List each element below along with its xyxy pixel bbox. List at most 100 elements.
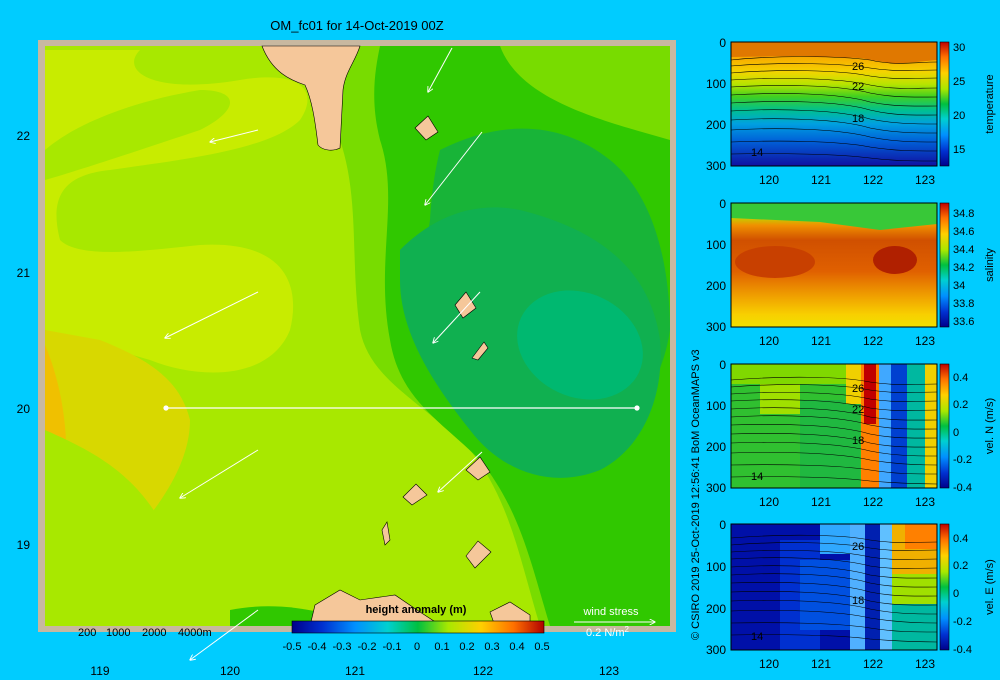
depth-contour-legend: 200 1000 2000 4000m — [78, 627, 212, 639]
isotherms — [731, 534, 937, 643]
colorbar-tick: 15 — [953, 144, 965, 156]
isotherm-labels: 26 18 14 — [751, 541, 864, 643]
section-x-tick: 121 — [811, 657, 831, 671]
colorbar-tick: 30 — [953, 42, 965, 54]
isotherms — [731, 376, 937, 485]
section-x-tick: 123 — [915, 334, 935, 348]
contour-label: 14 — [751, 471, 763, 483]
contour-label: 14 — [751, 147, 763, 159]
vel-n-section: 26 22 18 14 0 100 200 300 120 121 122 12… — [706, 358, 996, 509]
section-x-tick: 121 — [811, 173, 831, 187]
section-x-tick: 120 — [759, 657, 779, 671]
contour-label: 14 — [751, 631, 763, 643]
section-colorbar — [939, 523, 950, 651]
section-y-tick: 200 — [706, 440, 726, 454]
map-x-tick: 122 — [473, 664, 493, 678]
section-y-tick: 0 — [719, 36, 726, 50]
island — [465, 456, 491, 481]
wind-vector — [165, 291, 259, 338]
section-y-tick: 100 — [706, 560, 726, 574]
map-title: OM_fc01 for 14-Oct-2019 00Z — [270, 18, 443, 33]
wind-stress-scale-text: 0.2 N/m2 — [586, 625, 630, 639]
section-x-tick: 123 — [915, 495, 935, 509]
colorbar-tick: -0.2 — [953, 454, 972, 466]
colorbar-tick: 0.4 — [509, 641, 524, 653]
map-y-tick: 20 — [17, 402, 31, 416]
contour-label: 22 — [852, 404, 864, 416]
colorbar-tick: 34 — [953, 280, 965, 292]
section-variable-label: vel. N (m/s) — [984, 398, 996, 454]
section-colorbar — [939, 202, 950, 328]
colorbar-tick: 20 — [953, 110, 965, 122]
colorbar-gradient — [291, 620, 545, 634]
section-y-tick: 100 — [706, 238, 726, 252]
colorbar-tick: 34.2 — [953, 262, 974, 274]
map-x-tick: 123 — [599, 664, 619, 678]
colorbar-tick: 0.2 — [953, 560, 968, 572]
section-x-tick: 120 — [759, 334, 779, 348]
island — [465, 540, 492, 569]
wind-vector — [428, 47, 453, 92]
section-y-tick: 0 — [719, 197, 726, 211]
colorbar-tick: -0.2 — [953, 616, 972, 628]
section-y-tick: 100 — [706, 77, 726, 91]
colorbar-tick: -0.4 — [953, 482, 972, 494]
contour-label: 26 — [852, 383, 864, 395]
isotherm-labels: 26 22 18 14 — [751, 61, 864, 159]
colorbar-tick: 0.2 — [459, 641, 474, 653]
section-x-tick: 123 — [915, 173, 935, 187]
contour-label: 18 — [852, 435, 864, 447]
section-y-tick: 200 — [706, 602, 726, 616]
section-x-tick: 120 — [759, 173, 779, 187]
wind-stress-vectors — [165, 47, 655, 660]
section-y-tick: 200 — [706, 279, 726, 293]
section-variable-label: vel. E (m/s) — [984, 559, 996, 615]
island — [471, 341, 489, 361]
wind-vector — [438, 451, 483, 492]
section-colorbar — [939, 41, 950, 167]
colorbar-tick: -0.1 — [383, 641, 402, 653]
map-y-tick: 19 — [17, 538, 31, 552]
section-x-tick: 120 — [759, 495, 779, 509]
section-colorbar — [939, 363, 950, 489]
section-y-tick: 300 — [706, 159, 726, 173]
depth-label: 200 — [78, 627, 96, 639]
colorbar-tick: -0.3 — [333, 641, 352, 653]
colorbar-tick: 0.5 — [534, 641, 549, 653]
colorbar-tick: -0.2 — [358, 641, 377, 653]
colorbar-title: height anomaly (m) — [366, 604, 467, 616]
contour-label: 18 — [852, 113, 864, 125]
colorbar-tick: -0.4 — [308, 641, 327, 653]
vel-e-section: 26 18 14 0 100 200 300 120 121 122 123 0… — [706, 518, 996, 671]
colorbar-tick: 34.8 — [953, 208, 974, 220]
island — [414, 115, 439, 141]
colorbar-tick: 0.3 — [484, 641, 499, 653]
colorbar-tick: 25 — [953, 76, 965, 88]
wind-vector — [425, 131, 483, 205]
height-anomaly-field — [45, 46, 670, 626]
section-y-tick: 300 — [706, 320, 726, 334]
colorbar-tick: 0.1 — [434, 641, 449, 653]
depth-label: 2000 — [142, 627, 166, 639]
section-y-tick: 100 — [706, 399, 726, 413]
map-panel: 119 120 121 122 123 19 20 21 22 200 1000… — [17, 40, 676, 678]
colorbar-tick: 0.4 — [953, 533, 968, 545]
colorbar-tick: 33.8 — [953, 298, 974, 310]
section-x-tick: 121 — [811, 334, 831, 348]
colorbar-tick: -0.4 — [953, 644, 972, 656]
section-y-tick: 300 — [706, 643, 726, 657]
wind-vector — [190, 609, 259, 660]
depth-label: 1000 — [106, 627, 130, 639]
map-x-tick: 121 — [345, 664, 365, 678]
colorbar-tick: 0 — [953, 427, 959, 439]
isotherms — [731, 56, 937, 162]
map-x-tick: 119 — [90, 664, 109, 678]
depth-label: 4000m — [178, 627, 212, 639]
colorbar-tick: -0.5 — [283, 641, 302, 653]
section-x-tick: 122 — [863, 334, 883, 348]
map-axes: 119 120 121 122 123 19 20 21 22 — [17, 129, 620, 678]
section-y-tick: 200 — [706, 118, 726, 132]
wind-vector — [433, 291, 481, 343]
wind-vector — [210, 129, 259, 142]
section-x-tick: 122 — [863, 495, 883, 509]
